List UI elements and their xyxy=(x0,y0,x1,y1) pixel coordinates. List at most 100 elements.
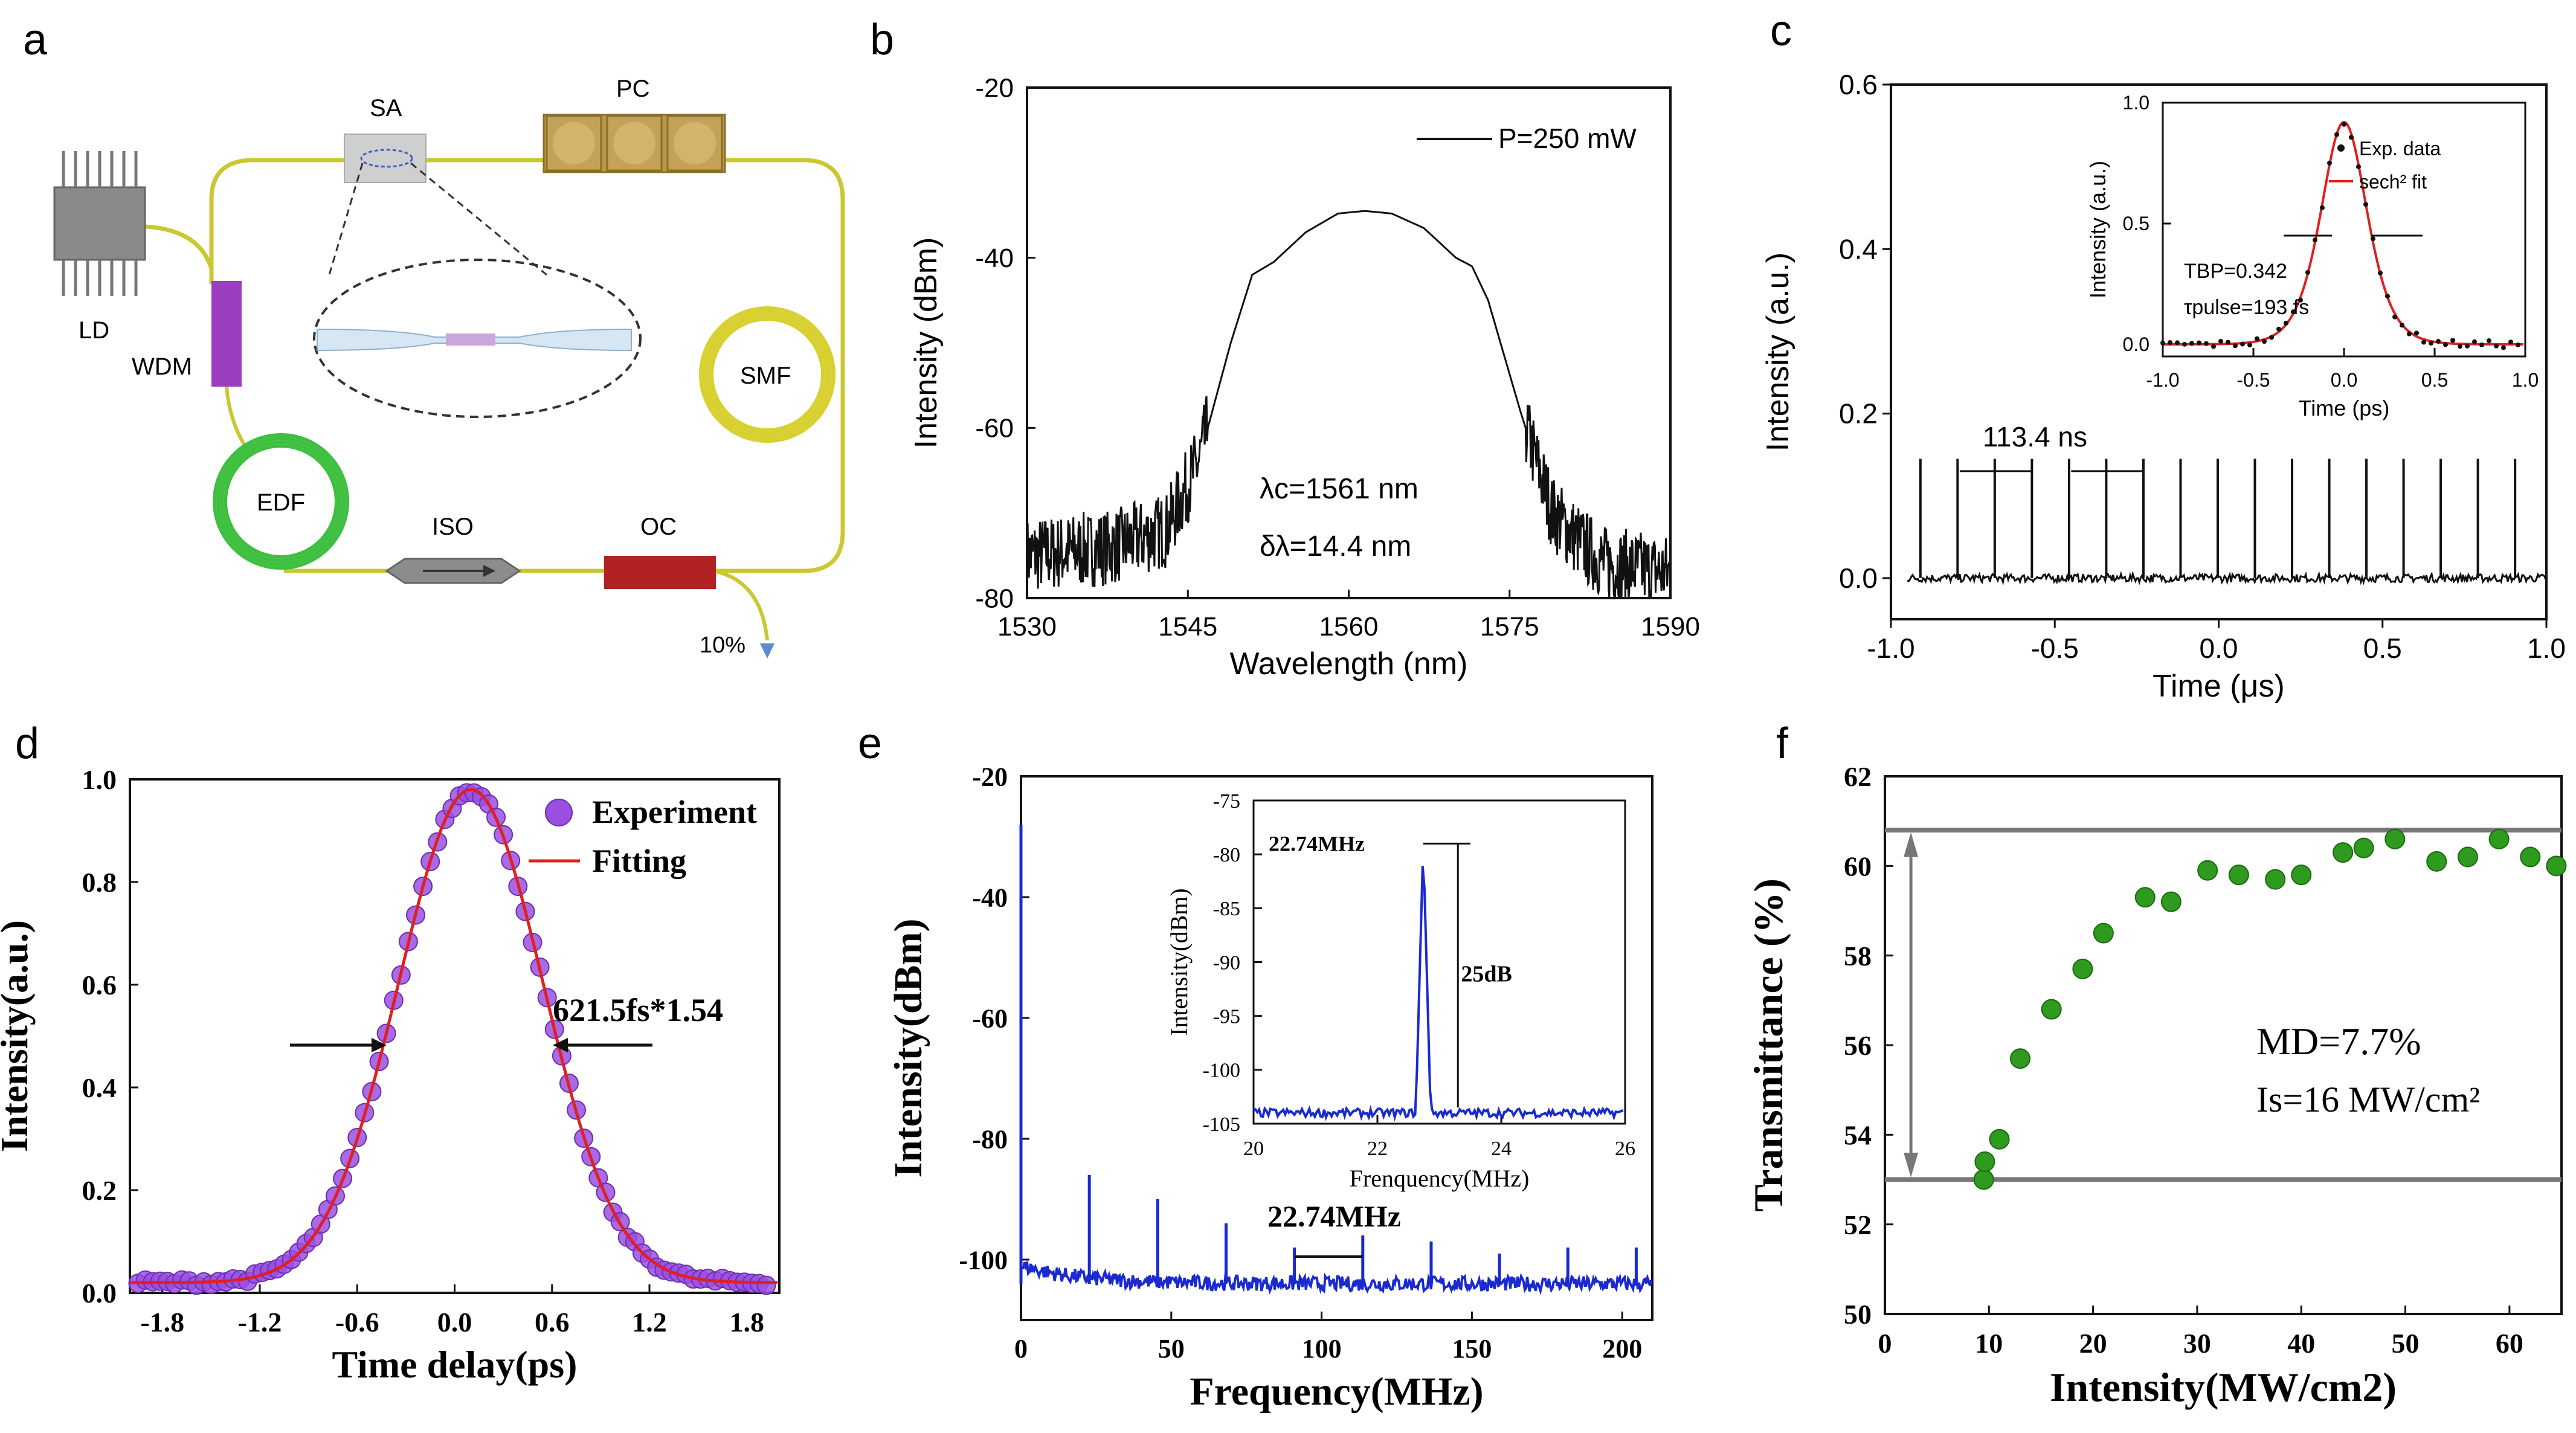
d-fwhm-label: 621.5fs*1.54 xyxy=(553,992,723,1028)
f-data-point xyxy=(2093,923,2114,944)
wdm-label: WDM xyxy=(132,353,192,380)
f-xtick-label: 20 xyxy=(2079,1328,2107,1359)
b-ytick-label: -80 xyxy=(975,584,1014,613)
c-inset-data-point xyxy=(2429,340,2433,346)
d-legend-label: Experiment xyxy=(592,794,757,830)
c-inset-data-point xyxy=(2197,340,2201,346)
c-inset-data-point xyxy=(2262,339,2267,344)
e-inset-xlabel: Frenquency(MHz) xyxy=(1350,1165,1530,1192)
e-xtick-label: 50 xyxy=(1158,1334,1185,1364)
e-rf-baseline xyxy=(1020,1261,1652,1296)
f-ytick-label: 56 xyxy=(1844,1030,1872,1061)
e-inset-ytick-label: -90 xyxy=(1213,952,1240,974)
b-spectrum-line xyxy=(1026,210,1672,600)
d-xtick-label: -1.2 xyxy=(238,1307,282,1338)
e-inset-xtick-label: 20 xyxy=(1243,1138,1264,1160)
f-xtick-label: 60 xyxy=(2496,1328,2523,1359)
d-xtick-label: 1.8 xyxy=(730,1307,765,1338)
isolator: ISO xyxy=(385,514,521,584)
edf-coil xyxy=(213,433,349,570)
d-data-point xyxy=(756,1275,776,1295)
panel-a-schematic: a LD WDM EDF xyxy=(23,16,845,659)
panel-a-letter: a xyxy=(23,16,48,64)
c-inset-data-point xyxy=(2175,340,2180,346)
fiber-ring xyxy=(209,158,845,573)
edf-label: EDF xyxy=(257,489,305,516)
f-data-point xyxy=(2197,860,2218,881)
c-inset-data-point xyxy=(2501,345,2506,350)
c-inset-data-point xyxy=(2349,135,2354,140)
f-is-label: Is=16 MW/cm² xyxy=(2256,1080,2480,1119)
f-data-point xyxy=(2333,842,2354,863)
b-xtick-label: 1530 xyxy=(997,612,1057,642)
f-ytick-label: 54 xyxy=(1844,1119,1872,1150)
wdm-edf-fiber xyxy=(225,386,250,451)
d-xtick-label: -1.8 xyxy=(140,1307,184,1338)
d-xtick-label: 0.0 xyxy=(437,1307,472,1338)
d-ytick-label: 0.2 xyxy=(82,1175,117,1206)
laser-diode: LD xyxy=(53,151,146,344)
c-inset-data-point xyxy=(2240,341,2245,347)
c-inset-legend-marker xyxy=(2337,144,2345,152)
c-inset-data-point xyxy=(2182,341,2187,347)
c-inset-xtick-label: -1.0 xyxy=(2146,369,2179,391)
c-inset-data-point xyxy=(2516,342,2520,347)
b-ytick-label: -60 xyxy=(975,414,1014,443)
panel-d-letter: d xyxy=(15,720,39,768)
c-ytick-label: 0.4 xyxy=(1839,233,1878,265)
ld-body xyxy=(53,186,146,261)
c-inset-data-point xyxy=(2284,320,2288,326)
c-inset-data-point xyxy=(2392,314,2397,320)
c-inset-data-point xyxy=(2247,343,2252,348)
c-inset-ytick-label: 1.0 xyxy=(2123,92,2149,114)
c-inset-xtick-label: -0.5 xyxy=(2236,369,2270,391)
f-xtick-label: 30 xyxy=(2183,1328,2211,1359)
f-ytick-label: 50 xyxy=(1844,1299,1872,1330)
panel-b-spectrum: b 1530 1545 1560 1575 1590 -20 -40 -60 -80 Wavele… xyxy=(870,16,1700,681)
e-xtick-label: 150 xyxy=(1452,1334,1492,1364)
e-inset-ytick-label: -75 xyxy=(1213,790,1240,813)
c-inset-data-point xyxy=(2211,344,2216,349)
c-inset-data-point xyxy=(2450,338,2455,343)
c-inset-data-point xyxy=(2334,132,2339,137)
smf-label: SMF xyxy=(740,362,791,389)
e-inset-ytick-label: -95 xyxy=(1213,1006,1240,1028)
c-xtick-label: -1.0 xyxy=(1867,633,1914,664)
e-ylabel: Intensity(dBm) xyxy=(886,918,930,1177)
c-ytick-label: 0.6 xyxy=(1839,69,1878,100)
c-inset-data-point xyxy=(2218,338,2223,344)
c-ytick-label: 0.2 xyxy=(1839,398,1878,430)
c-inset-data-point xyxy=(2305,269,2310,275)
c-inset: -1.0 -0.5 0.0 0.5 1.0 0.0 0.5 1.0 Time (ps) Inten… xyxy=(2085,92,2539,420)
sa-box xyxy=(344,134,427,183)
c-inset-data-point xyxy=(2356,164,2361,169)
c-inset-data-point xyxy=(2160,340,2165,346)
f-ytick-label: 52 xyxy=(1844,1209,1872,1240)
d-ytick-label: 1.0 xyxy=(82,764,117,795)
c-inset-data-point xyxy=(2400,323,2404,328)
b-xtick-label: 1560 xyxy=(1319,612,1379,642)
b-annotation-width: δλ=14.4 nm xyxy=(1260,530,1411,562)
c-ytick-label: 0.0 xyxy=(1839,562,1878,594)
c-inset-data-point xyxy=(2168,340,2172,345)
c-inset-data-point xyxy=(2189,341,2194,346)
c-ylabel: Intensity (a.u.) xyxy=(1760,253,1795,451)
e-inset-peak-label: 22.74MHz xyxy=(1269,831,1365,855)
e-ytick-label: -60 xyxy=(972,1003,1008,1033)
c-inset-data-point xyxy=(2327,160,2332,166)
f-data-point xyxy=(2426,851,2447,872)
b-ytick-label: -40 xyxy=(975,243,1014,273)
b-legend-label: P=250 mW xyxy=(1498,123,1637,154)
f-data-point xyxy=(2228,865,2249,886)
b-ytick-label: -20 xyxy=(975,73,1014,103)
f-data-point xyxy=(2520,846,2541,868)
f-xtick-label: 40 xyxy=(2287,1328,2315,1359)
e-inset-snr-label: 25dB xyxy=(1461,961,1512,987)
c-inset-legend-label: Exp. data xyxy=(2359,138,2441,159)
c-inset-data-point xyxy=(2371,236,2375,242)
d-xtick-label: -0.6 xyxy=(335,1307,379,1338)
c-inset-data-point xyxy=(2458,344,2462,349)
f-data-point xyxy=(2041,999,2062,1020)
c-period-label: 113.4 ns xyxy=(1983,421,2087,452)
c-inset-duration: τpulse=193 fs xyxy=(2184,296,2309,319)
